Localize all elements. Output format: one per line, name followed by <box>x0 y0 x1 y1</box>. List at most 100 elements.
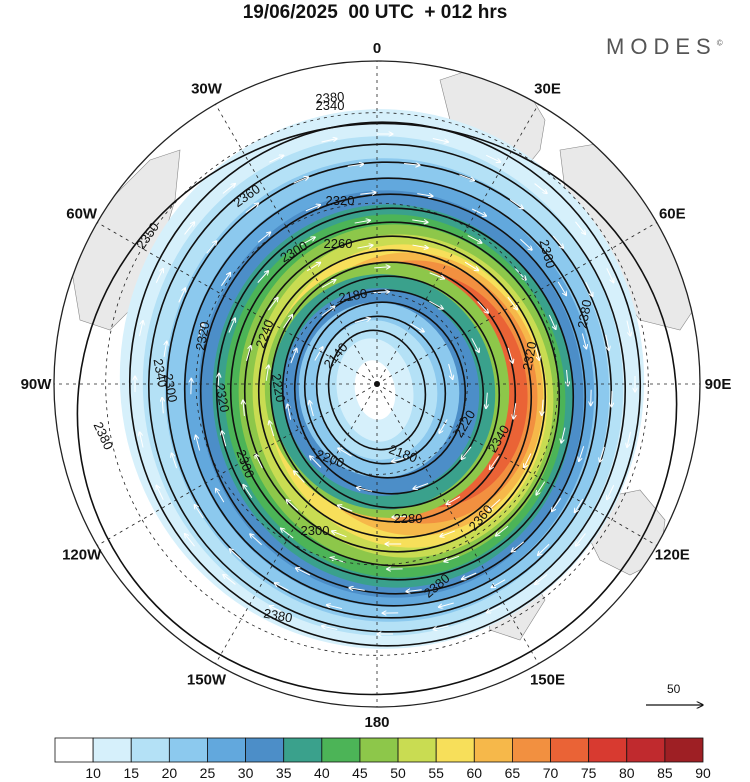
wind-arrow <box>243 400 244 417</box>
wind-arrow <box>567 369 568 386</box>
colorbar-swatch <box>397 737 437 763</box>
colorbar-tick-label: 65 <box>505 765 521 781</box>
wind-arrow <box>216 488 225 503</box>
wind-arrow <box>245 203 259 214</box>
wind-arrow <box>269 421 275 437</box>
wind-arrow <box>477 301 489 313</box>
colorbar-tick-label: 90 <box>695 765 711 781</box>
wind-arrow <box>606 268 614 282</box>
contour-value-label: 2380 <box>575 298 595 329</box>
colorbar-swatch <box>550 737 590 763</box>
wind-arrow <box>332 531 347 538</box>
colorbar-swatch <box>130 737 170 763</box>
colorbar-tick-label: 45 <box>352 765 368 781</box>
height-contours <box>76 121 678 696</box>
colorbar-swatch <box>473 737 513 763</box>
wind-arrow <box>156 485 164 500</box>
wind-arrow <box>538 543 550 555</box>
wind-arrow <box>542 399 543 416</box>
wind-arrow <box>321 306 335 317</box>
contour-line-2 <box>148 143 626 633</box>
wind-arrow <box>552 498 561 511</box>
wind-arrow <box>486 605 501 613</box>
wind-arrow <box>404 164 420 166</box>
wind-arrow <box>255 454 263 469</box>
longitude-label: 150E <box>530 671 565 688</box>
contour-value-label: 2320 <box>520 340 540 371</box>
contour-line-5 <box>199 193 587 595</box>
colorbar-swatch <box>92 737 132 763</box>
wind-arrow <box>410 323 424 332</box>
wind-arrow <box>575 533 586 547</box>
colorbar-swatch <box>588 737 628 763</box>
wind-arrow <box>222 184 236 194</box>
longitude-label: 30W <box>191 81 223 98</box>
wind-arrow <box>250 534 262 546</box>
wind-arrow <box>163 341 167 357</box>
wind-arrow <box>171 453 178 469</box>
map-title: 19/06/2025 00 UTC + 012 hrs <box>242 2 508 23</box>
longitude-label: 150W <box>187 671 227 688</box>
wind-arrow <box>280 528 294 539</box>
contour-value-label: 2340 <box>151 357 171 388</box>
wind-arrow <box>321 138 338 143</box>
meridian-120 <box>376 383 657 546</box>
wind-arrow <box>294 471 305 483</box>
contour-line-1 <box>128 121 642 647</box>
contour-value-label: 2180 <box>337 286 368 306</box>
colorbar-tick-label: 30 <box>238 765 254 781</box>
longitude-labels: 0 30E 60E 90E 120E 150E 180 150W 120W 90W 60W 30W <box>21 40 732 731</box>
contour-value-label: 2300 <box>161 372 181 403</box>
colorbar-swatch <box>321 737 361 763</box>
colorbar-tick-label: 40 <box>314 765 330 781</box>
colorbar-tick-label: 55 <box>428 765 444 781</box>
colorbar-tick-label: 80 <box>619 765 635 781</box>
wind-arrow <box>330 558 346 564</box>
colorbar-swatch <box>359 737 399 763</box>
colorbar-swatch <box>207 737 246 763</box>
wind-arrow <box>581 333 586 348</box>
wind-arrow <box>429 300 443 309</box>
colorbar-swatch <box>283 737 323 763</box>
wind-arrow <box>534 344 539 360</box>
wind-arrow <box>185 534 195 547</box>
wind-arrow <box>627 431 631 448</box>
wind-arrow <box>392 516 408 517</box>
wind-arrow <box>412 244 429 248</box>
wind-arrow <box>296 568 311 576</box>
longitude-label: 120W <box>62 547 102 564</box>
contour-value-label: 2340 <box>316 98 345 113</box>
wind-arrow <box>600 446 605 462</box>
contour-line-8 <box>243 235 547 553</box>
wind-arrow <box>269 606 284 614</box>
longitude-label: 180 <box>364 714 389 731</box>
wind-arrow <box>347 164 364 166</box>
meridian-210 <box>215 383 378 664</box>
colorbar-tick-label: 75 <box>581 765 597 781</box>
wind-arrow <box>283 315 292 329</box>
contour-line-7 <box>229 221 561 567</box>
wind-arrow <box>229 549 242 560</box>
wind-arrow <box>464 261 479 270</box>
wind-arrow <box>575 221 585 235</box>
wind-arrow <box>438 602 454 607</box>
wind-arrow <box>513 403 515 419</box>
wind-arrow <box>139 432 144 448</box>
wind-arrow <box>392 457 408 462</box>
wind-arrow <box>412 220 428 222</box>
brand-logo: MODES© <box>606 34 723 60</box>
contour-value-label: 2380 <box>263 606 294 626</box>
contour-value-label: 2320 <box>326 193 355 208</box>
wind-arrow <box>222 431 227 447</box>
colorbar-swatch <box>435 737 475 763</box>
wind-arrow <box>274 583 289 591</box>
map-border <box>53 60 701 708</box>
wind-arrow <box>197 323 203 338</box>
longitude-label: 0 <box>373 40 381 57</box>
colorbar-tick-label: 85 <box>657 765 673 781</box>
contour-value-label: 2320 <box>213 382 233 413</box>
wind-arrow <box>360 192 376 194</box>
wind-arrow <box>338 448 352 457</box>
meridian-60 <box>376 222 657 385</box>
